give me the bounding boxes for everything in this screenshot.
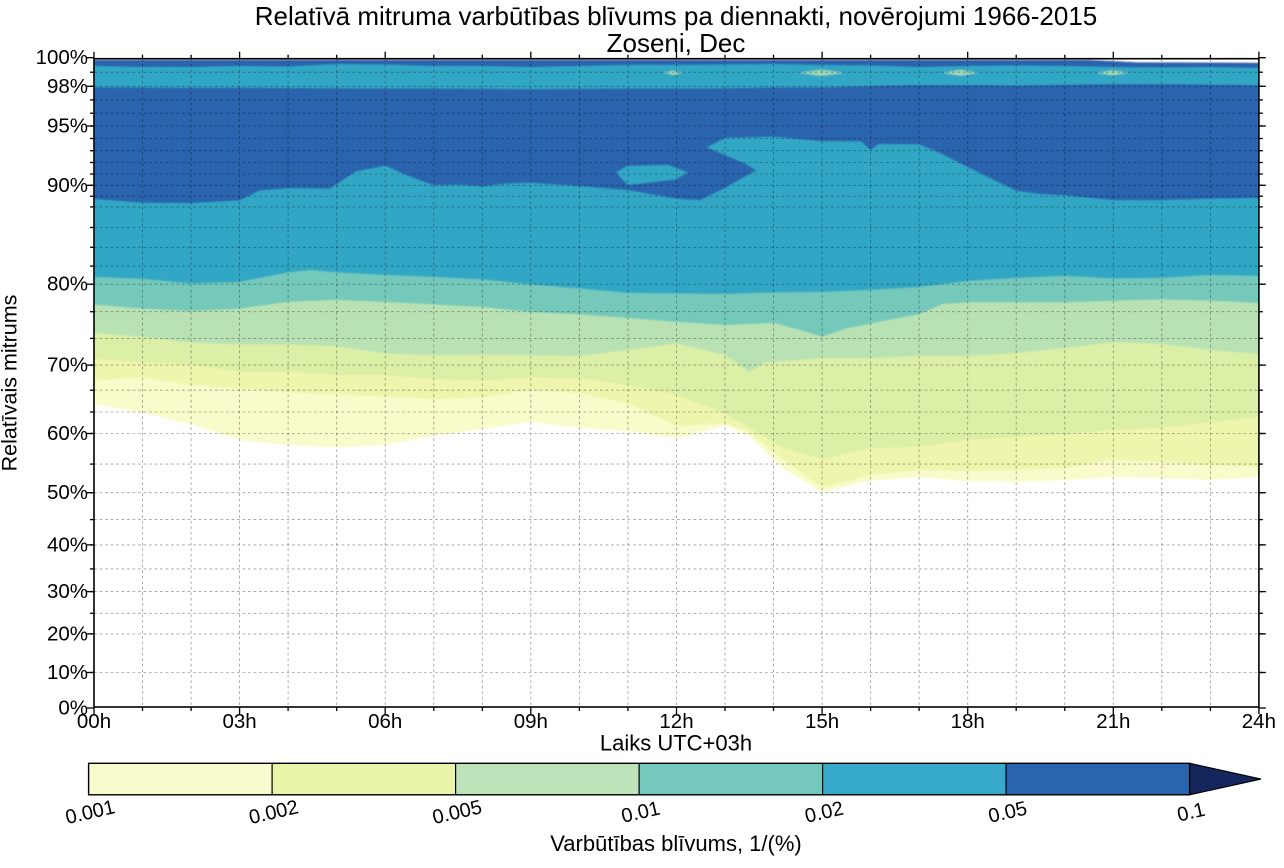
- svg-text:Laiks UTC+03h: Laiks UTC+03h: [600, 731, 752, 756]
- svg-text:0%: 0%: [58, 697, 88, 720]
- svg-text:80%: 80%: [47, 273, 88, 296]
- svg-text:21h: 21h: [1096, 710, 1130, 733]
- svg-text:Varbūtības blīvums, 1/(%): Varbūtības blīvums, 1/(%): [550, 831, 801, 856]
- svg-text:24h: 24h: [1242, 710, 1276, 733]
- svg-text:40%: 40%: [47, 533, 88, 556]
- svg-text:95%: 95%: [47, 115, 88, 138]
- svg-text:60%: 60%: [47, 422, 88, 445]
- svg-text:20%: 20%: [47, 622, 88, 645]
- svg-text:70%: 70%: [47, 354, 88, 377]
- svg-text:18h: 18h: [951, 710, 985, 733]
- svg-text:Relatīvā mitruma varbūtības bl: Relatīvā mitruma varbūtības blīvums pa d…: [255, 1, 1098, 31]
- svg-text:98%: 98%: [47, 75, 88, 98]
- svg-text:90%: 90%: [47, 174, 88, 197]
- svg-text:09h: 09h: [514, 710, 548, 733]
- svg-text:00h: 00h: [77, 710, 111, 733]
- svg-text:15h: 15h: [805, 710, 839, 733]
- svg-text:10%: 10%: [47, 661, 88, 684]
- svg-text:100%: 100%: [36, 46, 88, 69]
- svg-text:12h: 12h: [659, 710, 693, 733]
- svg-text:06h: 06h: [368, 710, 402, 733]
- svg-text:03h: 03h: [222, 710, 256, 733]
- svg-text:Zoseni, Dec: Zoseni, Dec: [607, 28, 746, 58]
- svg-text:50%: 50%: [47, 481, 88, 504]
- svg-text:30%: 30%: [47, 580, 88, 603]
- svg-text:Relatīvais mitrums: Relatīvais mitrums: [0, 295, 22, 472]
